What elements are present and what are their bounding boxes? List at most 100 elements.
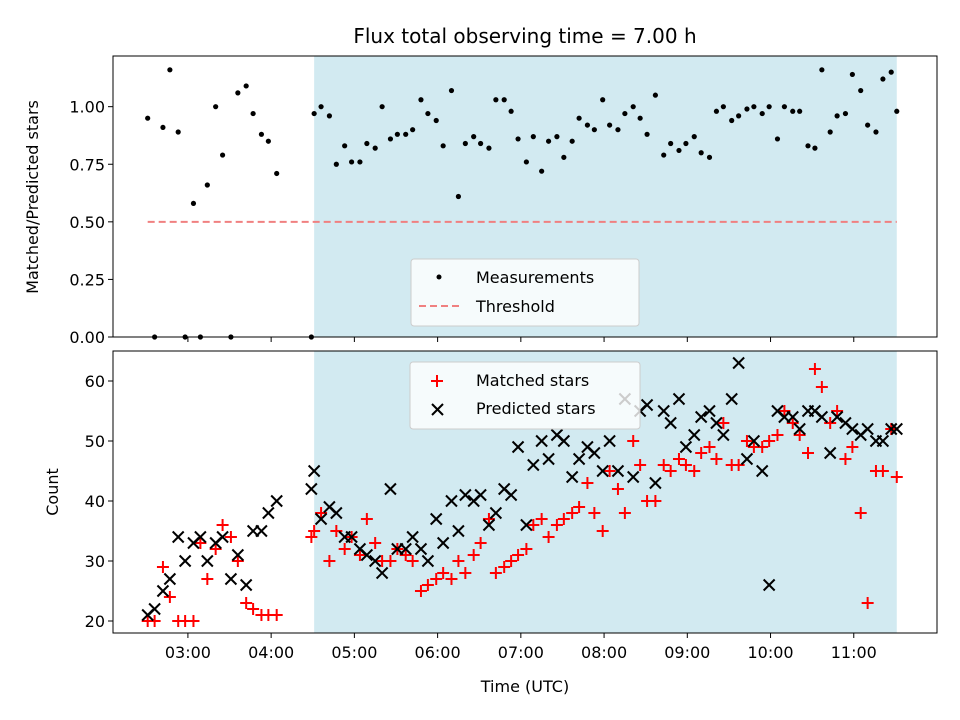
matched-star-point bbox=[861, 597, 874, 609]
measurement-point bbox=[584, 122, 591, 128]
top-panel: 0.00 0.25 0.50 0.75 1.00 Flux total observin… bbox=[23, 24, 938, 347]
measurement-point bbox=[615, 127, 621, 133]
predicted-star-point bbox=[305, 482, 318, 496]
legend-label-measurements: Measurements bbox=[476, 268, 594, 287]
measurement-point bbox=[561, 154, 567, 160]
predicted-star-point bbox=[572, 452, 586, 466]
predicted-star-point bbox=[588, 446, 601, 460]
matched-star-point bbox=[710, 453, 723, 465]
predicted-star-point bbox=[740, 452, 754, 466]
matched-star-point bbox=[224, 531, 237, 543]
matched-star-point bbox=[890, 471, 903, 483]
x-tick-label: 06:00 bbox=[415, 643, 461, 662]
matched-star-point bbox=[717, 417, 730, 429]
matched-star-point bbox=[815, 381, 828, 393]
matched-star-point bbox=[876, 465, 889, 477]
bottom-y-tick-label: 40 bbox=[85, 492, 105, 511]
matched-star-point bbox=[664, 465, 677, 477]
measurement-point bbox=[729, 117, 735, 124]
predicted-star-points bbox=[141, 356, 903, 622]
matched-star-point bbox=[588, 507, 601, 519]
matched-star-point bbox=[672, 453, 685, 465]
matched-star-point bbox=[406, 555, 419, 567]
matched-star-point bbox=[824, 417, 837, 429]
measurement-point bbox=[676, 147, 682, 154]
measurement-point bbox=[448, 87, 455, 94]
measurement-point bbox=[873, 129, 879, 135]
measurement-point bbox=[425, 110, 431, 117]
predicted-star-point bbox=[762, 578, 776, 592]
measurement-point bbox=[190, 200, 197, 207]
predicted-star-point bbox=[430, 512, 443, 526]
matched-star-point bbox=[338, 543, 351, 555]
measurement-point bbox=[554, 134, 560, 140]
measurement-point bbox=[387, 136, 394, 142]
predicted-star-point bbox=[314, 512, 328, 526]
x-tick-label: 10:00 bbox=[747, 643, 793, 662]
x-tick-label: 07:00 bbox=[498, 643, 544, 662]
measurement-point bbox=[622, 110, 628, 117]
matched-star-point bbox=[808, 363, 821, 375]
measurement-point bbox=[440, 143, 446, 149]
measurement-point bbox=[204, 182, 210, 188]
measurement-point bbox=[661, 152, 667, 158]
matched-star-point bbox=[360, 513, 373, 525]
predicted-star-point bbox=[399, 542, 412, 556]
matched-star-point bbox=[550, 519, 563, 531]
measurement-point bbox=[508, 108, 514, 114]
measurement-point bbox=[774, 136, 781, 142]
measurement-point bbox=[805, 143, 811, 149]
predicted-star-point bbox=[375, 566, 389, 580]
matched-star-point bbox=[657, 459, 670, 471]
predicted-star-point bbox=[679, 440, 693, 454]
predicted-star-point bbox=[815, 410, 829, 424]
bottom-y-ticks: 20 30 40 50 60 bbox=[85, 372, 113, 631]
top-legend: Measurements Threshold bbox=[410, 258, 640, 327]
x-tick-label: 09:00 bbox=[664, 643, 710, 662]
matched-star-points bbox=[141, 363, 903, 627]
measurement-point bbox=[539, 168, 545, 174]
measurement-point bbox=[751, 104, 757, 110]
matched-star-point bbox=[163, 591, 176, 603]
matched-star-point bbox=[581, 477, 594, 489]
measurement-point bbox=[348, 159, 355, 165]
predicted-star-point bbox=[474, 488, 487, 502]
legend-marker-matched bbox=[431, 375, 443, 387]
predicted-star-point bbox=[504, 488, 518, 502]
matched-star-point bbox=[786, 417, 799, 429]
matched-star-point bbox=[512, 549, 525, 561]
predicted-star-point bbox=[384, 482, 397, 496]
matched-star-point bbox=[695, 447, 708, 459]
top-plot-frame bbox=[112, 55, 938, 338]
measurement-point bbox=[243, 83, 249, 89]
bottom-y-tick-label: 20 bbox=[85, 612, 105, 631]
measurement-point bbox=[894, 108, 900, 114]
matched-star-point bbox=[846, 441, 859, 453]
predicted-star-point bbox=[482, 518, 496, 532]
matched-star-point bbox=[240, 597, 253, 609]
matched-star-point bbox=[315, 507, 328, 519]
measurement-point bbox=[175, 129, 181, 135]
matched-star-point bbox=[557, 513, 570, 525]
measurement-point bbox=[326, 113, 333, 119]
measurement-point bbox=[515, 136, 521, 142]
chart-title: Flux total observing time = 7.00 h bbox=[353, 24, 696, 48]
matched-star-point bbox=[399, 549, 412, 561]
predicted-star-point bbox=[414, 542, 428, 556]
measurement-point bbox=[790, 108, 796, 114]
matched-star-point bbox=[498, 561, 511, 573]
measurement-point bbox=[462, 140, 468, 147]
matched-star-point bbox=[353, 549, 366, 561]
predicted-star-point bbox=[664, 416, 677, 430]
predicted-star-point bbox=[542, 452, 555, 466]
predicted-star-point bbox=[445, 494, 458, 508]
matched-star-point bbox=[323, 555, 336, 567]
top-y-tick-label: 0.25 bbox=[69, 270, 105, 289]
predicted-star-point bbox=[255, 524, 268, 538]
bottom-legend-box bbox=[409, 361, 641, 430]
bottom-plot-frame bbox=[112, 350, 938, 634]
matched-star-point bbox=[430, 573, 443, 585]
matched-star-point bbox=[452, 555, 465, 567]
matched-star-point bbox=[771, 429, 784, 441]
predicted-star-point bbox=[262, 506, 275, 520]
